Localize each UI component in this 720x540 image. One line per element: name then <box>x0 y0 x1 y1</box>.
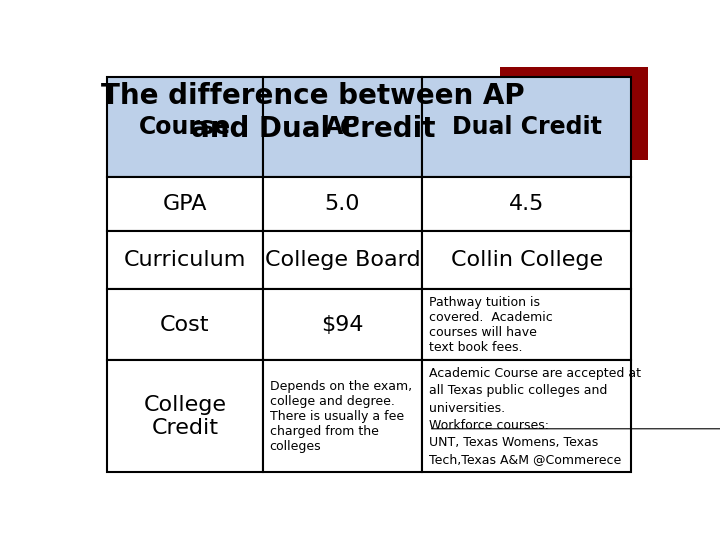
Text: all Texas public colleges and: all Texas public colleges and <box>428 384 607 397</box>
Text: 4.5: 4.5 <box>509 194 544 214</box>
Bar <box>422 77 631 177</box>
Text: Course: Course <box>139 115 231 139</box>
Bar <box>107 360 263 472</box>
Bar <box>107 177 263 231</box>
Text: Dual Credit: Dual Credit <box>451 115 602 139</box>
Text: 5.0: 5.0 <box>325 194 360 214</box>
Text: Tech,Texas A&M @Commerece: Tech,Texas A&M @Commerece <box>428 454 621 467</box>
Text: GPA: GPA <box>163 194 207 214</box>
Bar <box>107 77 263 177</box>
Text: College Board: College Board <box>265 250 420 270</box>
Bar <box>500 67 648 160</box>
Bar <box>263 231 422 289</box>
Text: College
Credit: College Credit <box>143 395 226 438</box>
Text: Depends on the exam,
college and degree.
There is usually a fee
charged from the: Depends on the exam, college and degree.… <box>270 380 412 453</box>
Text: Pathway tuition is
covered.  Academic
courses will have
text book fees.: Pathway tuition is covered. Academic cou… <box>428 296 552 354</box>
Text: $94: $94 <box>321 315 364 335</box>
Bar <box>263 360 422 472</box>
Text: Workforce courses:: Workforce courses: <box>428 419 549 432</box>
Bar <box>107 289 263 360</box>
Text: universities.: universities. <box>428 402 505 415</box>
Text: AP: AP <box>325 115 360 139</box>
Bar <box>263 289 422 360</box>
Bar <box>422 360 631 472</box>
Text: Cost: Cost <box>160 315 210 335</box>
Bar <box>263 77 422 177</box>
Bar <box>263 177 422 231</box>
Bar <box>422 177 631 231</box>
Text: UNT, Texas Womens, Texas: UNT, Texas Womens, Texas <box>428 436 598 449</box>
Bar <box>422 289 631 360</box>
Text: The difference between AP
and Dual Credit: The difference between AP and Dual Credi… <box>102 83 525 143</box>
Bar <box>422 231 631 289</box>
Bar <box>107 231 263 289</box>
Text: Academic Course are accepted at: Academic Course are accepted at <box>428 367 641 380</box>
Text: Curriculum: Curriculum <box>124 250 246 270</box>
Text: Collin College: Collin College <box>451 250 603 270</box>
